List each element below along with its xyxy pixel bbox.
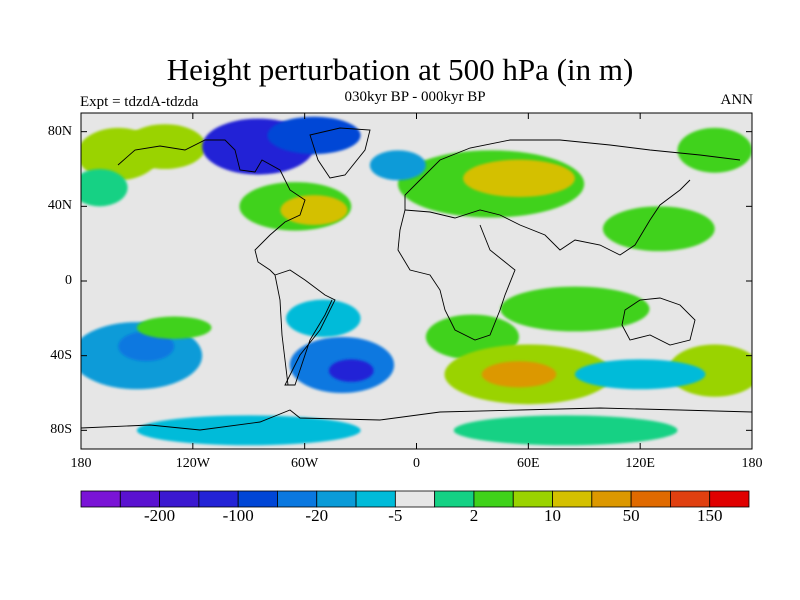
anomaly-field — [81, 116, 752, 446]
colorbar-box — [316, 490, 357, 508]
anomaly-region — [574, 359, 706, 390]
anomaly-region — [328, 359, 374, 382]
coastline-greenland — [309, 127, 371, 179]
colorbar-box — [709, 490, 750, 508]
colorbar-tick-label: -5 — [388, 506, 403, 525]
colorbar-box — [159, 490, 200, 508]
colorbar-tick-label: 150 — [696, 506, 723, 525]
lon-tick-label: 0 — [413, 456, 420, 471]
colorbar-box — [198, 490, 239, 508]
anomaly-region — [481, 361, 557, 388]
anomaly-region — [267, 116, 361, 155]
lon-tick-label: 180 — [70, 456, 92, 471]
coastline-south-america-west — [274, 274, 289, 386]
lat-tick-label: 80N — [47, 123, 72, 139]
anomaly-region — [369, 150, 426, 181]
axis-ticks — [80, 113, 753, 449]
coastline-north-america — [117, 139, 306, 276]
page-subtitle: 030kyr BP - 000kyr BP — [344, 89, 486, 105]
colorbar-box — [512, 490, 553, 508]
colorbar-box — [80, 490, 121, 508]
lat-tick-label: 40N — [47, 198, 72, 214]
lon-tick-label: 60W — [291, 456, 319, 471]
lat-tick-label: 80S — [50, 422, 72, 438]
colorbar-tick-label: -20 — [305, 506, 329, 525]
colorbar-box — [355, 490, 396, 508]
coastline-australia — [621, 297, 696, 346]
anomaly-region — [118, 331, 175, 362]
anomaly-region — [602, 206, 715, 252]
lon-tick-label: 180 — [741, 456, 763, 471]
anomaly-region — [81, 169, 128, 207]
lat-tick-label: 0 — [65, 273, 72, 288]
colorbar-box — [552, 490, 593, 508]
lon-tick-label: 60E — [517, 456, 540, 471]
anomaly-region — [453, 415, 678, 446]
colorbar-box — [237, 490, 278, 508]
colorbar-box — [591, 490, 632, 508]
colorbar-tick-label: 50 — [622, 506, 640, 525]
anomaly-region — [677, 127, 752, 173]
anomaly-region — [463, 159, 575, 197]
coastline-antarctica — [81, 407, 752, 431]
lon-tick-label: 120W — [175, 456, 210, 471]
colorbar-tick-label: -100 — [222, 506, 254, 525]
coastline-eurasia — [404, 139, 741, 210]
anomaly-region — [500, 286, 650, 332]
colorbar-tick-label: 10 — [544, 506, 562, 525]
colorbar-box — [473, 490, 514, 508]
colorbar-box — [119, 490, 160, 508]
coastlines — [81, 127, 752, 431]
colorbar-box — [277, 490, 318, 508]
experiment-label: Expt = tdzdA-tdzda — [80, 94, 199, 110]
lat-tick-label: 40S — [50, 347, 72, 363]
colorbar-box — [434, 490, 475, 508]
anomaly-region — [136, 316, 212, 339]
season-label: ANN — [720, 92, 754, 108]
coastline-south-america — [274, 269, 336, 386]
lon-tick-label: 120E — [625, 456, 655, 471]
colorbar-box — [630, 490, 671, 508]
page-title: Height perturbation at 500 hPa (in m) — [166, 52, 634, 87]
coastline-europe-south — [404, 179, 691, 256]
colorbar-tick-label: -200 — [143, 506, 176, 525]
colorbar-box — [670, 490, 711, 508]
colorbar-box — [394, 490, 436, 508]
coastline-africa — [397, 209, 516, 341]
anomaly-region — [280, 195, 348, 225]
colorbar-tick-label: 2 — [469, 506, 479, 525]
anomaly-region — [136, 415, 361, 446]
